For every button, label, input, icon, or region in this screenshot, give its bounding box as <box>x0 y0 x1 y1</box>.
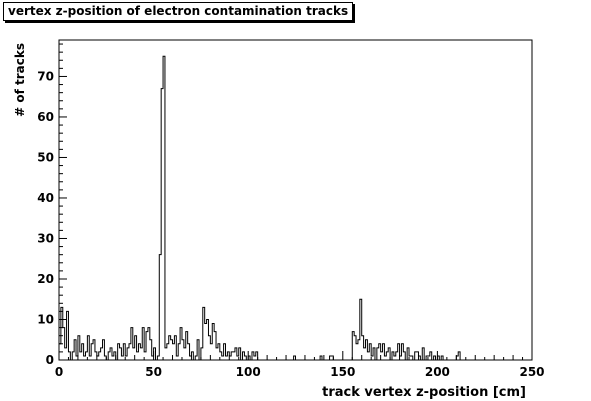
y-axis-ticks: 0 10 20 30 40 50 60 70 <box>37 43 67 367</box>
x-tick-label: 200 <box>425 365 450 379</box>
x-tick-label: 250 <box>519 365 544 379</box>
chart-title: vertex z-position of electron contaminat… <box>3 2 354 21</box>
y-tick-label: 60 <box>37 110 54 124</box>
x-tick-label: 50 <box>145 365 162 379</box>
x-axis-ticks: 0 50 100 150 200 250 <box>55 351 545 379</box>
y-tick-label: 30 <box>37 231 54 245</box>
y-tick-label: 0 <box>46 353 54 367</box>
x-axis-title: track vertex z-position [cm] <box>322 385 526 400</box>
y-tick-label: 40 <box>37 191 54 205</box>
x-tick-label: 150 <box>330 365 355 379</box>
y-tick-label: 20 <box>37 272 54 286</box>
x-tick-label: 100 <box>236 365 261 379</box>
x-tick-label: 0 <box>55 365 63 379</box>
histogram-series-outline <box>58 55 532 361</box>
y-tick-label: 70 <box>37 69 54 83</box>
y-axis-title: # of tracks <box>13 43 27 117</box>
y-tick-label: 10 <box>37 312 54 326</box>
plot-frame <box>58 39 533 361</box>
y-tick-label: 50 <box>37 150 54 164</box>
